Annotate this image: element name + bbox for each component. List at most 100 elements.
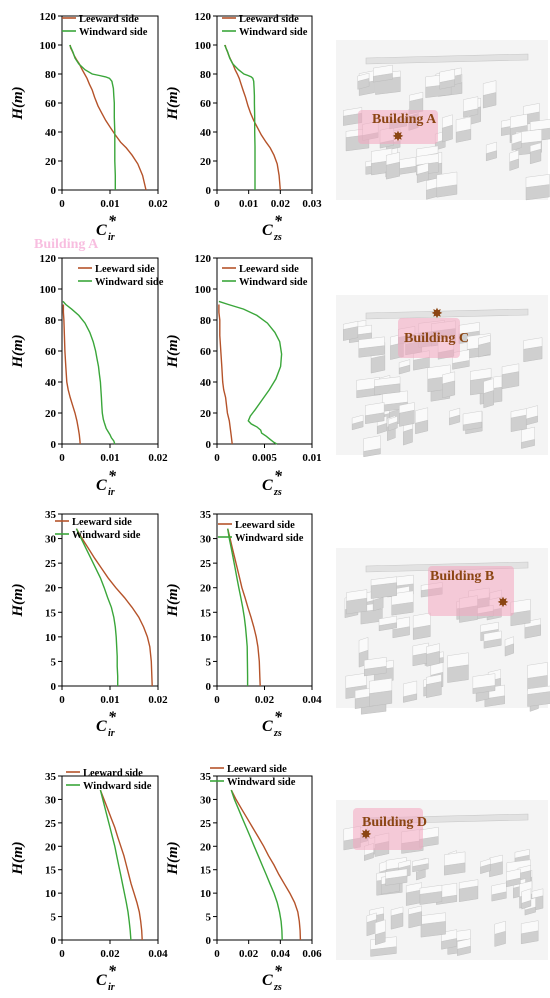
building-block — [463, 96, 479, 118]
y-tick-label: 0 — [206, 439, 212, 451]
building-block — [398, 359, 411, 375]
x-axis-label-subscript: zs — [273, 232, 282, 243]
building-block — [366, 912, 377, 937]
x-axis-label: C — [262, 477, 273, 494]
chart-panel-6: 0 5 10 15 20 25 30 35 0 0.02 0.04 H(m) C* zs Leeward s… — [165, 509, 322, 739]
y-tick-label: 0 — [206, 935, 212, 947]
x-axis-label-star: * — [274, 709, 283, 726]
building-block — [420, 912, 446, 938]
building-block — [447, 652, 469, 683]
y-tick-label: 100 — [195, 284, 212, 296]
x-tick-label: 0.04 — [271, 948, 291, 960]
building-block — [375, 919, 386, 946]
x-axis-label-subscript: ir — [108, 728, 115, 739]
y-tick-label: 15 — [200, 865, 212, 877]
x-axis-label: C — [96, 972, 107, 989]
building-block — [483, 630, 502, 649]
x-axis-label-star: * — [274, 213, 283, 230]
x-axis-label-star: * — [108, 963, 117, 980]
building-block — [378, 615, 397, 632]
building-block — [426, 643, 440, 667]
y-tick-label: 30 — [200, 534, 212, 546]
y-tick-label: 20 — [200, 156, 212, 168]
y-tick-label: 60 — [45, 98, 57, 110]
building-block — [480, 858, 491, 874]
x-tick-label: 0.02 — [271, 198, 291, 210]
y-tick-label: 15 — [45, 607, 57, 619]
building-block — [390, 906, 404, 930]
y-tick-label: 35 — [200, 509, 212, 521]
building-block — [523, 337, 543, 363]
building-block — [373, 64, 393, 83]
x-axis-label: C — [262, 718, 273, 735]
y-axis-label: H(m) — [10, 583, 26, 617]
y-tick-label: 20 — [45, 583, 57, 595]
building-block — [510, 408, 527, 432]
y-tick-label: 120 — [40, 11, 57, 23]
building-block — [412, 642, 429, 667]
series-line-windward — [75, 528, 119, 686]
building-block — [386, 152, 400, 180]
building-block — [388, 416, 398, 432]
y-tick-label: 40 — [200, 127, 212, 139]
legend-entry: Windward side — [83, 781, 152, 792]
x-axis-label-subscript: ir — [108, 487, 115, 498]
y-tick-label: 60 — [45, 346, 57, 358]
x-tick-label: 0 — [214, 948, 220, 960]
star-marker-icon: ✸ — [392, 130, 404, 145]
series-line-leeward — [230, 789, 302, 941]
building-block — [439, 68, 455, 90]
long-building-block — [365, 308, 529, 320]
series-line-leeward — [227, 528, 261, 687]
target-highlight — [353, 808, 423, 850]
y-tick-label: 0 — [51, 681, 57, 693]
x-axis-label-star: * — [108, 709, 117, 726]
y-tick-label: 80 — [45, 315, 57, 327]
y-tick-label: 60 — [200, 98, 212, 110]
building-block — [491, 882, 507, 902]
target-highlight — [358, 110, 438, 144]
building-block — [346, 589, 368, 615]
x-axis-label-subscript: ir — [108, 982, 115, 993]
x-tick-label: 0 — [214, 694, 220, 706]
x-tick-label: 0.01 — [100, 452, 119, 464]
building-block — [489, 854, 503, 878]
y-tick-label: 20 — [200, 408, 212, 420]
y-axis-label: H(m) — [10, 86, 26, 120]
building-block — [357, 72, 370, 90]
building-block — [343, 321, 359, 341]
y-tick-label: 25 — [45, 558, 57, 570]
y-tick-label: 25 — [200, 818, 212, 830]
building-block — [501, 363, 520, 390]
series-line-windward — [62, 300, 116, 445]
x-tick-label: 0 — [59, 198, 65, 210]
x-axis-label-star: * — [108, 468, 117, 485]
series-line-windward — [218, 300, 283, 445]
series-line-leeward — [99, 789, 143, 941]
x-tick-label: 0.06 — [302, 948, 322, 960]
legend-entry: Windward side — [235, 533, 304, 544]
building-block — [485, 141, 497, 162]
x-axis-label: C — [262, 222, 273, 239]
building-block — [457, 938, 471, 956]
building-block — [419, 826, 439, 848]
y-axis-label: H(m) — [165, 841, 181, 875]
building-block — [472, 673, 496, 694]
series-line-windward — [223, 44, 256, 190]
x-tick-label: 0 — [59, 452, 65, 464]
x-tick-label: 0.04 — [148, 948, 168, 960]
x-axis-label-subscript: zs — [273, 728, 282, 739]
chart-panel-7: 0 5 10 15 20 25 30 35 0 0.02 0.04 H(m) C* ir Leeward s… — [10, 768, 168, 993]
building-block — [358, 336, 385, 358]
building-block — [399, 402, 415, 427]
star-marker-icon: ✸ — [431, 307, 443, 322]
x-tick-label: 0.02 — [148, 198, 168, 210]
building-block — [529, 142, 542, 165]
building-label: Building B — [430, 569, 494, 584]
x-axis-label-subscript: zs — [273, 982, 282, 993]
series-line-leeward — [62, 304, 81, 445]
legend-entry: Windward side — [239, 27, 308, 38]
building-panels-layer: Building A✸Building C✸Building B✸Buildin… — [336, 40, 550, 960]
y-tick-label: 0 — [206, 681, 212, 693]
long-building-block — [365, 53, 529, 65]
